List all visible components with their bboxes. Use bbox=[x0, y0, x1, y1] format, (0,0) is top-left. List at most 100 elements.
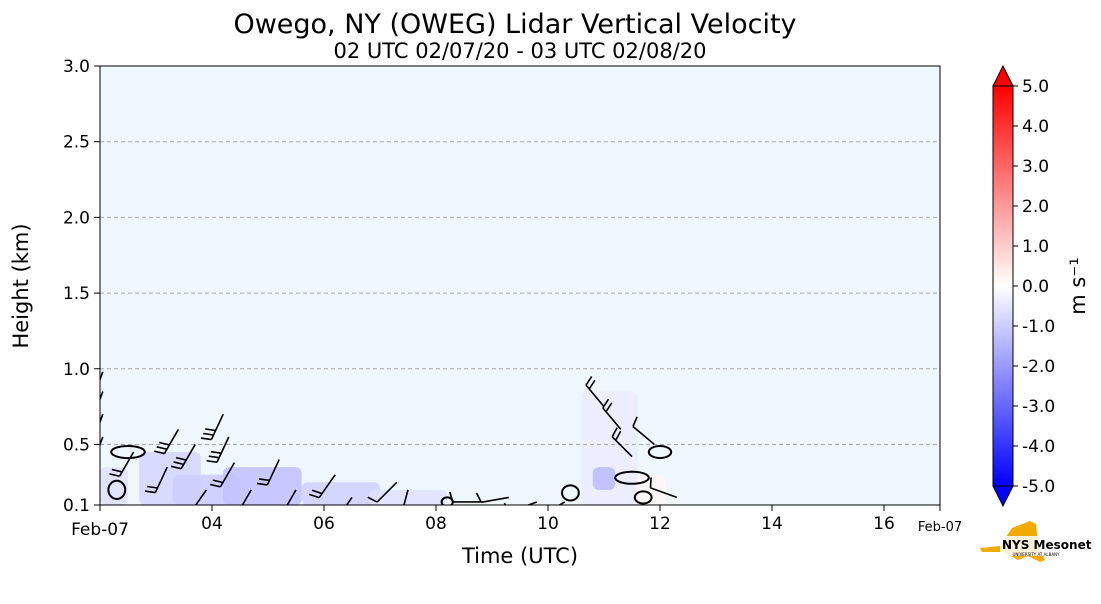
grid-lines bbox=[100, 141, 940, 445]
colorbar-tick-label: 2.0 bbox=[1022, 197, 1049, 217]
wind-barb bbox=[183, 489, 208, 505]
colorbar-low-extension bbox=[992, 485, 1014, 508]
x-axis: Feb-07 04 06 08 10 12 14 16 bbox=[71, 505, 941, 540]
wind-barb-flag bbox=[210, 483, 221, 488]
colorbar-tick-label: 0.0 bbox=[1022, 277, 1049, 297]
chart-subtitle: 02 UTC 02/07/20 - 03 UTC 02/08/20 bbox=[334, 39, 707, 63]
wind-barb-shaft bbox=[632, 425, 655, 446]
x-tick-label: 08 bbox=[425, 514, 447, 534]
wind-barb-shaft bbox=[376, 481, 398, 503]
wind-barb bbox=[210, 462, 236, 488]
x-tick-label: 12 bbox=[649, 514, 671, 534]
nys-mesonet-logo: NYS Mesonet UNIVERSITY AT ALBANY bbox=[980, 521, 1092, 562]
wind-barb bbox=[585, 375, 605, 408]
wind-barb-flag bbox=[259, 478, 270, 482]
wind-barb bbox=[86, 413, 104, 441]
wind-barb-flag bbox=[308, 493, 320, 499]
wind-barb-shaft bbox=[236, 489, 252, 505]
colorbar-gradient bbox=[992, 85, 1014, 487]
wind-barb-flag bbox=[85, 410, 95, 416]
wind-barb bbox=[475, 492, 509, 504]
wind-barb-flag bbox=[86, 428, 96, 434]
wind-barb-flag bbox=[274, 505, 284, 513]
contour-line bbox=[110, 444, 146, 460]
colorbar-tick-label: 4.0 bbox=[1022, 117, 1049, 137]
wind-barb-flag bbox=[144, 490, 156, 494]
x-tick-label: 10 bbox=[537, 514, 559, 534]
colorbar-tick-label: -4.0 bbox=[1022, 437, 1055, 457]
y-tick-label: 1.5 bbox=[63, 284, 90, 304]
wind-barb bbox=[144, 466, 168, 494]
x-axis-label: Time (UTC) bbox=[461, 544, 578, 568]
wind-barb bbox=[83, 391, 104, 420]
wind-barb-shaft bbox=[100, 391, 104, 419]
colorbar: 5.0 4.0 3.0 2.0 1.0 0.0 -1.0 -2.0 -3.0 -4.0 -5.0 m… bbox=[992, 64, 1090, 508]
wind-barb-flag bbox=[390, 514, 400, 519]
plot-area bbox=[99, 65, 941, 506]
wind-barb bbox=[449, 491, 481, 503]
velocity-patch bbox=[100, 467, 128, 505]
wind-barb-flag bbox=[649, 477, 652, 488]
wind-barb-flag bbox=[208, 455, 220, 459]
wind-barb-shaft bbox=[540, 501, 566, 505]
colorbar-tick-label: -5.0 bbox=[1022, 477, 1055, 497]
wind-barb-flag bbox=[83, 414, 93, 420]
wind-barb-flag bbox=[210, 450, 222, 454]
wind-barb bbox=[649, 477, 678, 499]
wind-barb bbox=[227, 489, 252, 517]
wind-barb-flag bbox=[203, 432, 214, 436]
y-tick-label: 2.0 bbox=[63, 208, 90, 228]
wind-barb-flag bbox=[227, 509, 237, 517]
wind-barb-flag bbox=[272, 509, 282, 517]
colorbar-tick-label: -3.0 bbox=[1022, 397, 1055, 417]
x-tick-label: 16 bbox=[873, 514, 895, 534]
wind-barb-flag bbox=[156, 446, 168, 451]
wind-barb bbox=[85, 436, 104, 464]
wind-barb bbox=[83, 371, 104, 401]
wind-barb bbox=[335, 496, 353, 505]
wind-barb bbox=[206, 436, 230, 464]
x-tick-label: Feb-07 bbox=[71, 520, 129, 540]
wind-barb-flag bbox=[230, 505, 240, 513]
colorbar-tick-label: 3.0 bbox=[1022, 157, 1049, 177]
wind-barb-flag bbox=[311, 489, 323, 495]
wind-barb bbox=[602, 398, 622, 430]
plot-frame bbox=[99, 65, 941, 506]
contour-line bbox=[647, 444, 673, 460]
wind-barb bbox=[367, 481, 398, 503]
wind-barb bbox=[540, 501, 566, 505]
y-axis: 0.1 0.5 1.0 1.5 2.0 2.5 3.0 bbox=[63, 57, 100, 516]
wind-barb bbox=[390, 489, 409, 519]
colorbar-ticks: 5.0 4.0 3.0 2.0 1.0 0.0 -1.0 -2.0 -3.0 -4.0 -5.0 bbox=[1013, 77, 1055, 497]
wind-barb-flag bbox=[449, 491, 454, 503]
wind-barb-flag bbox=[602, 398, 610, 409]
wind-barb-flag bbox=[85, 455, 95, 461]
wind-barb bbox=[611, 427, 633, 458]
colorbar-tick-label: 5.0 bbox=[1022, 77, 1049, 97]
x-tick-label: 04 bbox=[201, 514, 223, 534]
wind-barbs bbox=[83, 371, 678, 519]
x-tick-label: 06 bbox=[313, 514, 335, 534]
wind-barb-flag bbox=[85, 390, 95, 396]
contour-line bbox=[614, 470, 650, 485]
wind-barb-flag bbox=[200, 437, 212, 441]
logo-tagline: UNIVERSITY AT ALBANY bbox=[1012, 552, 1060, 557]
y-tick-label: 1.0 bbox=[63, 360, 90, 380]
velocity-patch bbox=[301, 482, 380, 505]
y-tick-label: 2.5 bbox=[63, 133, 90, 153]
logo-wordmark: NYS Mesonet bbox=[1002, 538, 1092, 552]
velocity-patch bbox=[368, 489, 448, 505]
x-tick-label: 14 bbox=[761, 514, 783, 534]
wind-barb-shaft bbox=[650, 487, 678, 499]
wind-barb-shaft bbox=[100, 413, 104, 441]
wind-barb bbox=[170, 444, 196, 470]
colorbar-tick-label: -1.0 bbox=[1022, 317, 1055, 337]
wind-barb bbox=[256, 459, 280, 486]
wind-barb-flag bbox=[83, 395, 93, 401]
contour-line bbox=[633, 490, 653, 505]
chart-title: Owego, NY (OWEG) Lidar Vertical Velocity bbox=[233, 9, 796, 40]
wind-barb-shaft bbox=[399, 489, 409, 505]
velocity-patch bbox=[223, 467, 302, 505]
wind-barb-flag bbox=[615, 430, 622, 441]
